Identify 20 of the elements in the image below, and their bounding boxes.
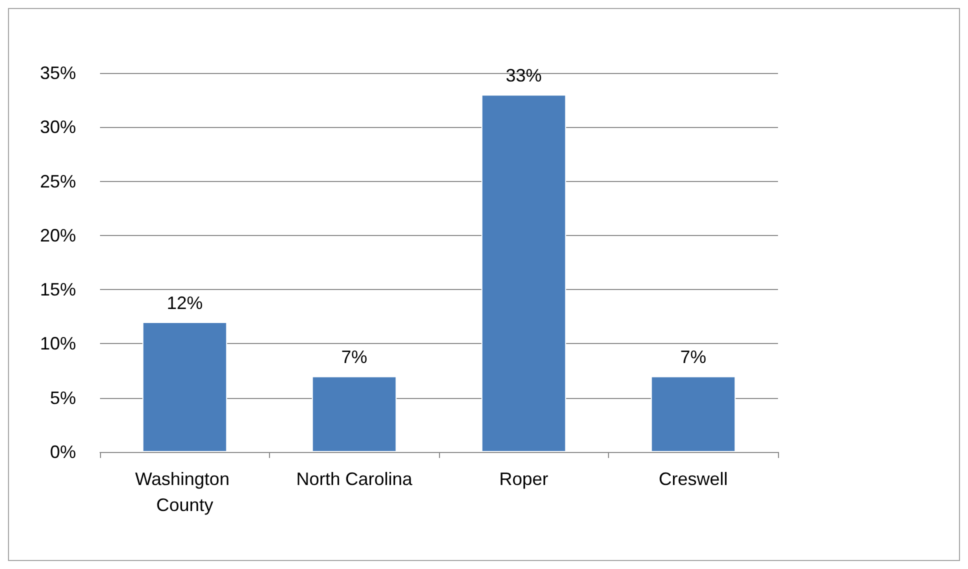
- y-tick-label: 30%: [40, 117, 76, 138]
- x-tick-label: North Carolina: [296, 469, 414, 489]
- bar: [142, 322, 228, 452]
- data-label: 7%: [341, 347, 368, 368]
- y-tick-label: 15%: [40, 280, 76, 300]
- y-tick-label: 0%: [50, 442, 76, 462]
- data-label: 12%: [166, 293, 203, 314]
- y-tick-label: 35%: [40, 63, 76, 83]
- y-tick-label: 5%: [50, 388, 76, 408]
- y-tick-label: 10%: [40, 334, 76, 354]
- data-label: 33%: [506, 66, 542, 86]
- x-tick-label: Creswell: [658, 469, 728, 489]
- bar: [481, 94, 566, 452]
- y-tick-label: 20%: [40, 225, 76, 246]
- data-label: 7%: [680, 347, 706, 368]
- bar: [312, 376, 397, 452]
- x-tick-label: Washington County: [135, 469, 234, 515]
- y-tick-label: 25%: [40, 171, 76, 192]
- bar: [650, 376, 736, 452]
- x-tick-label: Roper: [499, 469, 548, 489]
